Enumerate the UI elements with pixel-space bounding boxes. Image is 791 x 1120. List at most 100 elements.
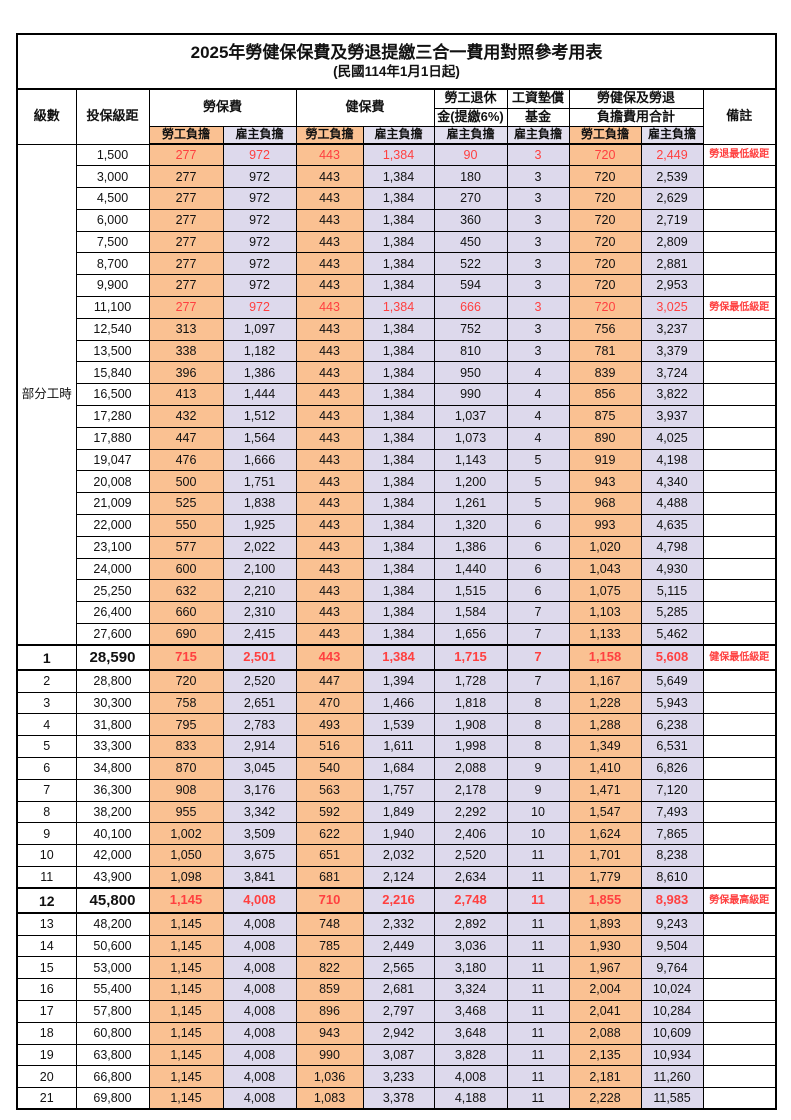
cell-labor-employee: 955 bbox=[148, 800, 224, 824]
cell-labor-employer: 4,008 bbox=[222, 934, 297, 958]
cell-labor-employer: 2,520 bbox=[222, 669, 297, 693]
cell-labor-employee: 277 bbox=[148, 274, 224, 298]
cell-total-employee: 1,133 bbox=[568, 623, 642, 646]
cell-wage-fund-employer: 5 bbox=[506, 470, 570, 494]
cell-total-employee: 856 bbox=[568, 383, 642, 407]
cell-labor-employee: 632 bbox=[148, 579, 224, 603]
cell-labor-employee: 1,145 bbox=[148, 999, 224, 1023]
cell-bracket: 48,200 bbox=[75, 912, 150, 936]
cell-remark bbox=[702, 274, 777, 298]
cell-labor-employer: 1,097 bbox=[222, 317, 297, 341]
cell-health-employer: 1,466 bbox=[362, 691, 435, 715]
cell-total-employee: 1,624 bbox=[568, 822, 642, 846]
cell-total-employer: 6,826 bbox=[640, 757, 704, 780]
cell-wage-fund-employer: 11 bbox=[506, 956, 570, 980]
cell-labor-employer: 4,008 bbox=[222, 978, 297, 1001]
cell-total-employer: 4,798 bbox=[640, 535, 704, 559]
cell-wage-fund-employer: 8 bbox=[506, 713, 570, 737]
cell-level: 14 bbox=[16, 934, 77, 958]
cell-level: 2 bbox=[16, 669, 77, 693]
cell-wage-fund-employer: 3 bbox=[506, 187, 570, 210]
cell-bracket: 57,800 bbox=[75, 999, 150, 1023]
cell-labor-employer: 1,182 bbox=[222, 339, 297, 363]
cell-remark bbox=[702, 956, 777, 980]
cell-health-employer: 1,384 bbox=[362, 165, 435, 189]
cell-labor-employee: 313 bbox=[148, 317, 224, 341]
cell-wage-fund-employer: 11 bbox=[506, 887, 570, 915]
cell-total-employee: 890 bbox=[568, 426, 642, 450]
subheader-labor-employee: 勞工負擔 bbox=[148, 125, 224, 145]
title-row: 2025年勞健保保費及勞退提繳三合一費用對照參考用表 (民國114年1月1日起) bbox=[16, 33, 777, 90]
table-row: 7 36,300 908 3,176 563 1,757 2,178 9 1,471 7,120 bbox=[16, 778, 777, 802]
cell-wage-fund-employer: 11 bbox=[506, 1087, 570, 1110]
cell-total-employer: 10,024 bbox=[640, 978, 704, 1001]
cell-total-employee: 1,167 bbox=[568, 669, 642, 693]
cell-bracket: 11,100 bbox=[75, 296, 150, 319]
cell-labor-employer: 4,008 bbox=[222, 1043, 297, 1067]
cell-labor-employee: 525 bbox=[148, 492, 224, 516]
cell-wage-fund-employer: 11 bbox=[506, 1043, 570, 1067]
table-row: 21 69,800 1,145 4,008 1,083 3,378 4,188 11 2,228… bbox=[16, 1087, 777, 1110]
cell-total-employer: 2,881 bbox=[640, 252, 704, 276]
cell-labor-employee: 1,145 bbox=[148, 956, 224, 980]
cell-total-employer: 3,822 bbox=[640, 383, 704, 407]
cell-wage-fund-employer: 3 bbox=[506, 252, 570, 276]
cell-health-employee: 443 bbox=[295, 296, 364, 319]
cell-level: 16 bbox=[16, 978, 77, 1001]
cell-level: 20 bbox=[16, 1065, 77, 1089]
cell-wage-fund-employer: 7 bbox=[506, 601, 570, 625]
cell-total-employee: 993 bbox=[568, 514, 642, 537]
cell-pension-employer: 1,908 bbox=[433, 713, 508, 737]
cell-level: 1 bbox=[16, 644, 77, 672]
cell-health-employee: 443 bbox=[295, 383, 364, 407]
cell-remark bbox=[702, 165, 777, 189]
table-row: 19 63,800 1,145 4,008 990 3,087 3,828 11 2,135 10… bbox=[16, 1043, 777, 1067]
cell-bracket: 50,600 bbox=[75, 934, 150, 958]
cell-wage-fund-employer: 11 bbox=[506, 866, 570, 889]
cell-pension-employer: 1,515 bbox=[433, 579, 508, 603]
cell-labor-employer: 972 bbox=[222, 296, 297, 319]
cell-remark bbox=[702, 339, 777, 363]
cell-pension-employer: 2,178 bbox=[433, 778, 508, 802]
cell-wage-fund-employer: 3 bbox=[506, 339, 570, 363]
cell-health-employee: 710 bbox=[295, 887, 364, 915]
cell-bracket: 15,840 bbox=[75, 361, 150, 385]
cell-remark bbox=[702, 978, 777, 1001]
cell-health-employer: 1,940 bbox=[362, 822, 435, 846]
cell-labor-employer: 1,512 bbox=[222, 405, 297, 428]
cell-wage-fund-employer: 3 bbox=[506, 208, 570, 232]
cell-health-employer: 1,384 bbox=[362, 644, 435, 672]
subheader-total-employer: 雇主負擔 bbox=[640, 125, 704, 145]
cell-labor-employer: 2,022 bbox=[222, 535, 297, 559]
cell-level: 18 bbox=[16, 1021, 77, 1045]
cell-health-employer: 2,449 bbox=[362, 934, 435, 958]
cell-labor-employer: 4,008 bbox=[222, 1087, 297, 1110]
table-row: 13 48,200 1,145 4,008 748 2,332 2,892 11 1,893 9,… bbox=[16, 912, 777, 936]
cell-labor-employer: 4,008 bbox=[222, 912, 297, 936]
cell-bracket: 19,047 bbox=[75, 448, 150, 472]
cell-labor-employee: 660 bbox=[148, 601, 224, 625]
cell-bracket: 4,500 bbox=[75, 187, 150, 210]
cell-remark bbox=[702, 470, 777, 494]
cell-bracket: 26,400 bbox=[75, 601, 150, 625]
cell-health-employer: 2,565 bbox=[362, 956, 435, 980]
cell-total-employee: 720 bbox=[568, 165, 642, 189]
cell-total-employer: 5,115 bbox=[640, 579, 704, 603]
table-row: 6,000 277 972 443 1,384 360 3 720 2,719 bbox=[17, 208, 777, 232]
cell-total-employer: 4,930 bbox=[640, 557, 704, 581]
table-row: 8,700 277 972 443 1,384 522 3 720 2,881 bbox=[17, 252, 777, 276]
cell-remark bbox=[702, 317, 777, 341]
cell-wage-fund-employer: 6 bbox=[506, 514, 570, 537]
cell-bracket: 28,800 bbox=[75, 669, 150, 693]
cell-health-employer: 1,384 bbox=[362, 143, 435, 167]
cell-labor-employee: 1,145 bbox=[148, 978, 224, 1001]
cell-remark: 勞保最高級距 bbox=[702, 887, 777, 915]
cell-total-employer: 7,865 bbox=[640, 822, 704, 846]
col-header-wage-fund-line1: 工資墊償 bbox=[506, 88, 570, 109]
cell-health-employer: 3,233 bbox=[362, 1065, 435, 1089]
cell-labor-employee: 1,145 bbox=[148, 1087, 224, 1110]
cell-remark bbox=[702, 778, 777, 802]
cell-labor-employer: 2,501 bbox=[222, 644, 297, 672]
cell-labor-employer: 4,008 bbox=[222, 956, 297, 980]
cell-labor-employee: 432 bbox=[148, 405, 224, 428]
